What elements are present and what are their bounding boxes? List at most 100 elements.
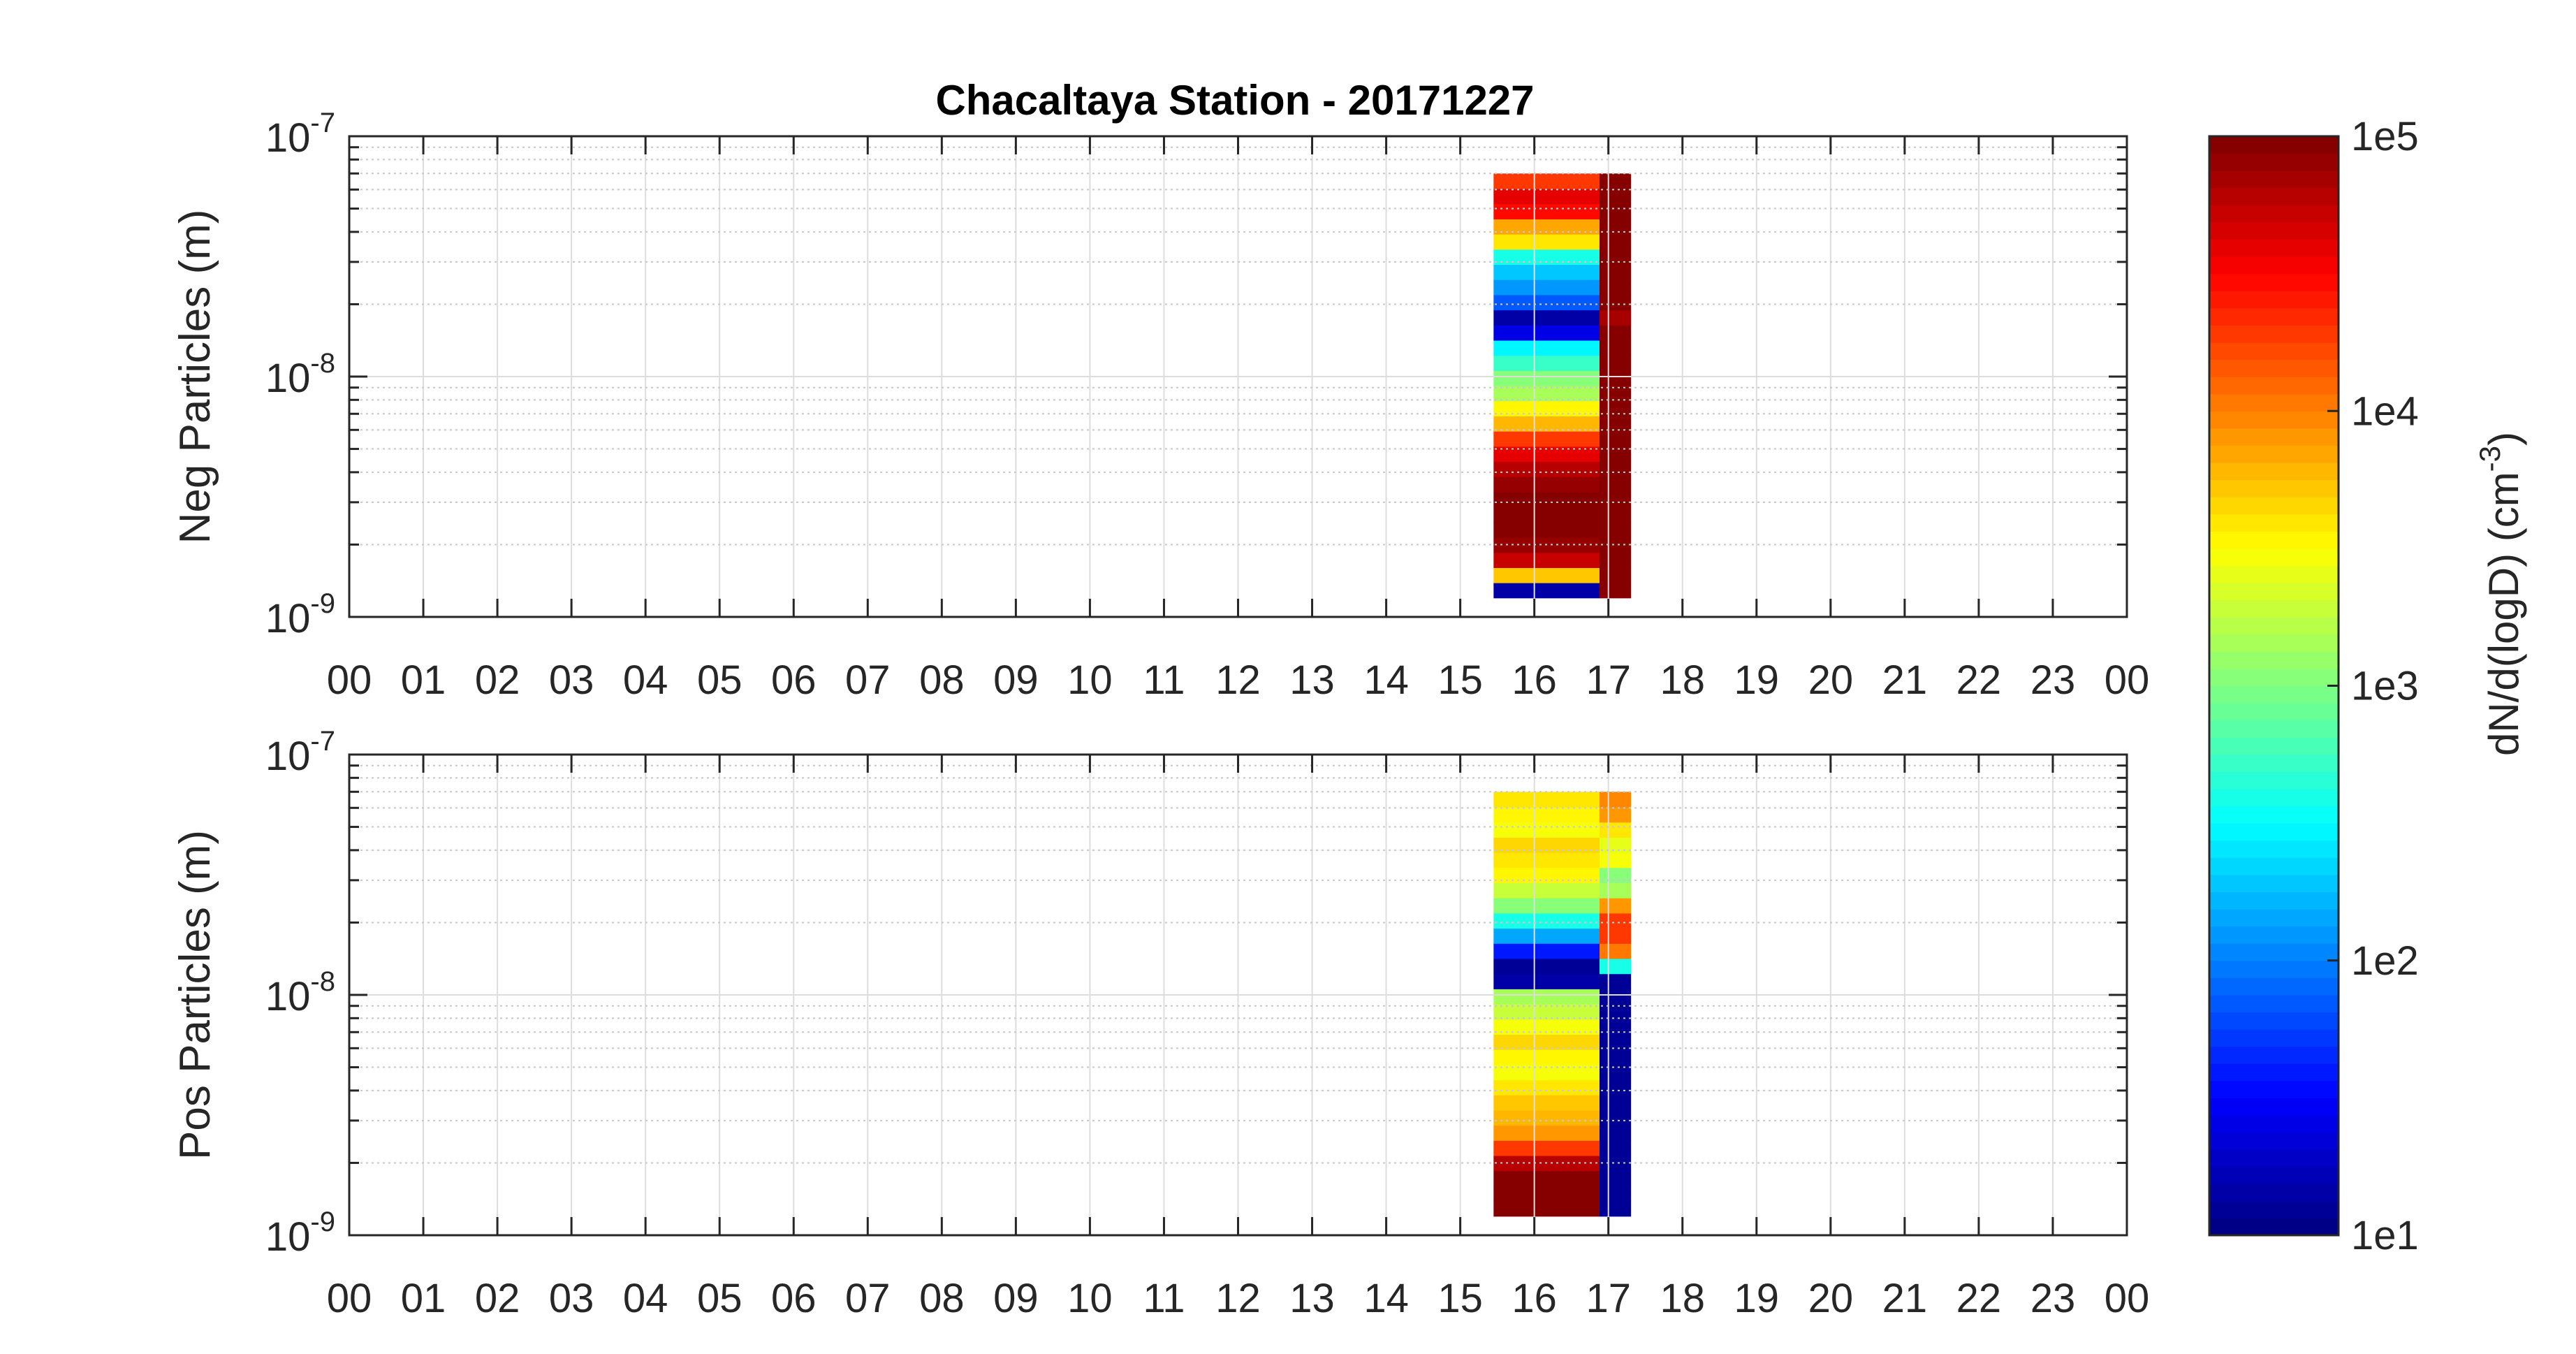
heatmap-cell (1493, 852, 1600, 868)
pos-heatmap-cells (1493, 792, 1632, 1217)
heatmap-cell (1493, 1170, 1600, 1186)
colorbar-tick-label: 1e1 (2351, 1213, 2419, 1258)
colorbar-tick-label: 1e2 (2351, 938, 2419, 984)
heatmap-cell (1493, 1049, 1600, 1065)
heatmap-cell (1493, 989, 1600, 1005)
x-tick-label: 06 (771, 657, 817, 703)
heatmap-cell (1599, 1109, 1632, 1126)
heatmap-cell (1599, 1064, 1632, 1081)
pos-particles-panel: 00 01 02 03 04 05 06 07 08 09 10 11 12 13 14 15 16 17 18 19… (171, 726, 2149, 1321)
heatmap-cell (1599, 416, 1632, 432)
heatmap-cell (1599, 203, 1632, 219)
x-tick-label: 16 (1512, 657, 1557, 703)
heatmap-cell (1493, 476, 1600, 493)
colorbar-band (2209, 411, 2339, 429)
colorbar-band (2209, 377, 2339, 395)
colorbar-label-main: dN/d(logD) (cm (2480, 472, 2527, 756)
colorbar-band (2209, 806, 2339, 824)
colorbar-band (2209, 393, 2339, 412)
x-tick-label: 18 (1660, 1276, 1705, 1321)
heatmap-cell (1493, 507, 1600, 523)
colorbar-band (2209, 565, 2339, 583)
x-tick-label: 18 (1660, 657, 1705, 703)
heatmap-cell (1493, 943, 1600, 959)
heatmap-cell (1599, 822, 1632, 838)
colorbar-band (2209, 1218, 2339, 1236)
heatmap-cell (1493, 446, 1600, 463)
heatmap-cell (1493, 249, 1600, 265)
heatmap-cell (1599, 310, 1632, 326)
neg-heatmap-cells (1493, 173, 1632, 599)
colorbar-band (2209, 1166, 2339, 1184)
heatmap-cell (1599, 400, 1632, 417)
heatmap-cell (1493, 806, 1600, 823)
heatmap-cell (1599, 958, 1632, 975)
heatmap-cell (1493, 173, 1600, 189)
colorbar-band (2209, 1114, 2339, 1133)
x-tick-label: 23 (2030, 1276, 2076, 1321)
heatmap-cell (1493, 1079, 1600, 1095)
heatmap-cell (1599, 1186, 1632, 1202)
x-tick-label: 06 (771, 1276, 817, 1321)
heatmap-cell (1599, 837, 1632, 853)
colorbar-tick-labels: 1e1 1e2 1e3 1e4 1e5 (2351, 114, 2419, 1258)
heatmap-cell (1493, 219, 1600, 235)
heatmap-cell (1599, 355, 1632, 371)
y-tick-label: 10-9 (265, 588, 335, 641)
heatmap-cell (1493, 1186, 1600, 1202)
colorbar-band (2209, 994, 2339, 1013)
heatmap-cell (1599, 188, 1632, 205)
colorbar-band (2209, 891, 2339, 910)
colorbar-band (2209, 1046, 2339, 1064)
colorbar-band (2209, 874, 2339, 893)
x-tick-label: 21 (1882, 657, 1928, 703)
colorbar-gradient (2209, 136, 2339, 1236)
colorbar-band (2209, 1029, 2339, 1047)
x-tick-label: 01 (401, 1276, 446, 1321)
x-tick-label: 19 (1734, 1276, 1780, 1321)
heatmap-cell (1599, 973, 1632, 989)
heatmap-cell (1599, 852, 1632, 868)
colorbar-band (2209, 325, 2339, 343)
heatmap-cell (1599, 476, 1632, 493)
colorbar-band (2209, 685, 2339, 704)
heatmap-cell (1599, 1019, 1632, 1035)
colorbar-tick-label: 1e5 (2351, 114, 2419, 159)
heatmap-cell (1493, 264, 1600, 280)
colorbar-band (2209, 703, 2339, 721)
heatmap-cell (1599, 912, 1632, 929)
heatmap-cell (1599, 431, 1632, 447)
colorbar-band (2209, 479, 2339, 497)
x-tick-label: 15 (1437, 1276, 1483, 1321)
x-tick-label: 13 (1289, 1276, 1335, 1321)
colorbar-band (2209, 1098, 2339, 1116)
heatmap-cell (1493, 1034, 1600, 1050)
heatmap-cell (1599, 1140, 1632, 1156)
x-tick-label: 14 (1363, 657, 1409, 703)
heatmap-cell (1493, 355, 1600, 371)
heatmap-cell (1599, 1125, 1632, 1141)
colorbar-band (2209, 771, 2339, 789)
heatmap-cell (1493, 882, 1600, 898)
colorbar-label: dN/d(logD) (cm-3) (2473, 432, 2527, 756)
colorbar-band (2209, 273, 2339, 291)
heatmap-cell (1493, 1125, 1600, 1141)
x-tick-label: 10 (1067, 657, 1113, 703)
heatmap-cell (1493, 294, 1600, 311)
heatmap-cell (1599, 806, 1632, 823)
x-tick-label: 05 (697, 1276, 742, 1321)
pos-y-tick-labels: 10-9 10-8 10-7 (265, 726, 335, 1260)
heatmap-cell (1599, 537, 1632, 553)
heatmap-cell (1599, 882, 1632, 898)
chart-title: Chacaltaya Station - 20171227 (935, 77, 1534, 124)
heatmap-cell (1599, 279, 1632, 296)
x-tick-label: 02 (475, 657, 520, 703)
x-tick-label: 22 (1956, 1276, 2002, 1321)
colorbar-band (2209, 960, 2339, 978)
heatmap-cell (1599, 1079, 1632, 1095)
colorbar-band (2209, 634, 2339, 652)
colorbar-band (2209, 668, 2339, 687)
neg-x-tick-labels: 00 01 02 03 04 05 06 07 08 09 10 11 12 13 14 15 16 17 18 19… (327, 657, 2150, 703)
x-tick-label: 00 (327, 1276, 372, 1321)
heatmap-cell (1493, 279, 1600, 296)
